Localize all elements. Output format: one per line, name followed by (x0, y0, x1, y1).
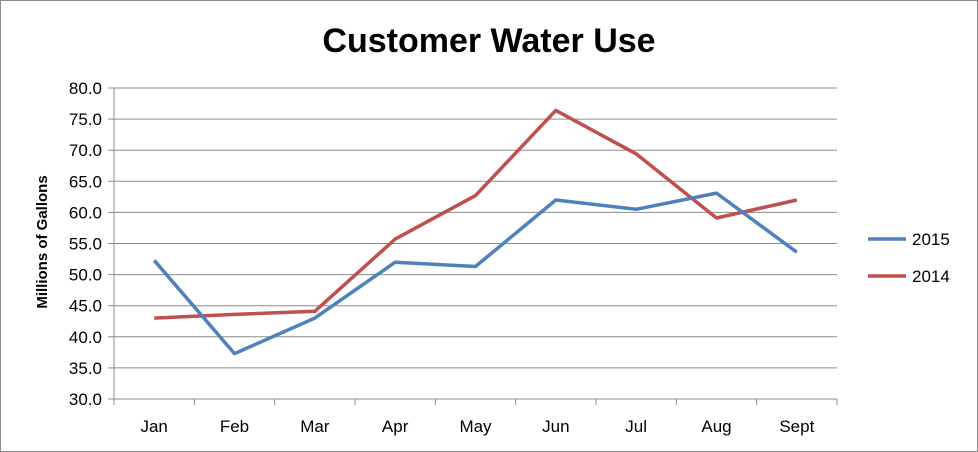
x-tick-label: Apr (382, 417, 409, 436)
y-axis-label: Millions of Gallons (34, 175, 51, 308)
series-lines (152, 108, 798, 356)
y-tick-label: 55.0 (69, 235, 102, 254)
y-tick-label: 30.0 (69, 390, 102, 409)
x-tick-label: Jun (542, 417, 569, 436)
x-tick-label: Aug (701, 417, 731, 436)
y-tick-label: 45.0 (69, 297, 102, 316)
legend: 2015 2014 (868, 230, 950, 286)
axes: 30.0 35.0 40.0 45.0 50.0 55.0 60.0 65.0 70.0 75.0… (69, 79, 838, 436)
x-tick-label: Sept (779, 417, 814, 436)
y-tick-label: 50.0 (69, 266, 102, 285)
legend-label-2015: 2015 (912, 230, 950, 249)
legend-label-2014: 2014 (912, 267, 950, 286)
y-tick-label: 60.0 (69, 203, 102, 222)
x-tick-label: Mar (300, 417, 330, 436)
x-tick-label: May (459, 417, 492, 436)
y-tick-label: 40.0 (69, 328, 102, 347)
chart-title: Customer Water Use (322, 22, 655, 60)
gridlines (114, 87, 837, 400)
x-tick-label: Jul (625, 417, 647, 436)
y-tick-label: 70.0 (69, 141, 102, 160)
series-line-2014 (154, 108, 798, 320)
x-tick-label: Jan (140, 417, 167, 436)
y-tick-label: 75.0 (69, 110, 102, 129)
y-tick-label: 65.0 (69, 172, 102, 191)
x-tick-label: Feb (220, 417, 249, 436)
series-line-2015 (152, 191, 798, 356)
y-tick-label: 35.0 (69, 359, 102, 378)
y-tick-label: 80.0 (69, 79, 102, 98)
